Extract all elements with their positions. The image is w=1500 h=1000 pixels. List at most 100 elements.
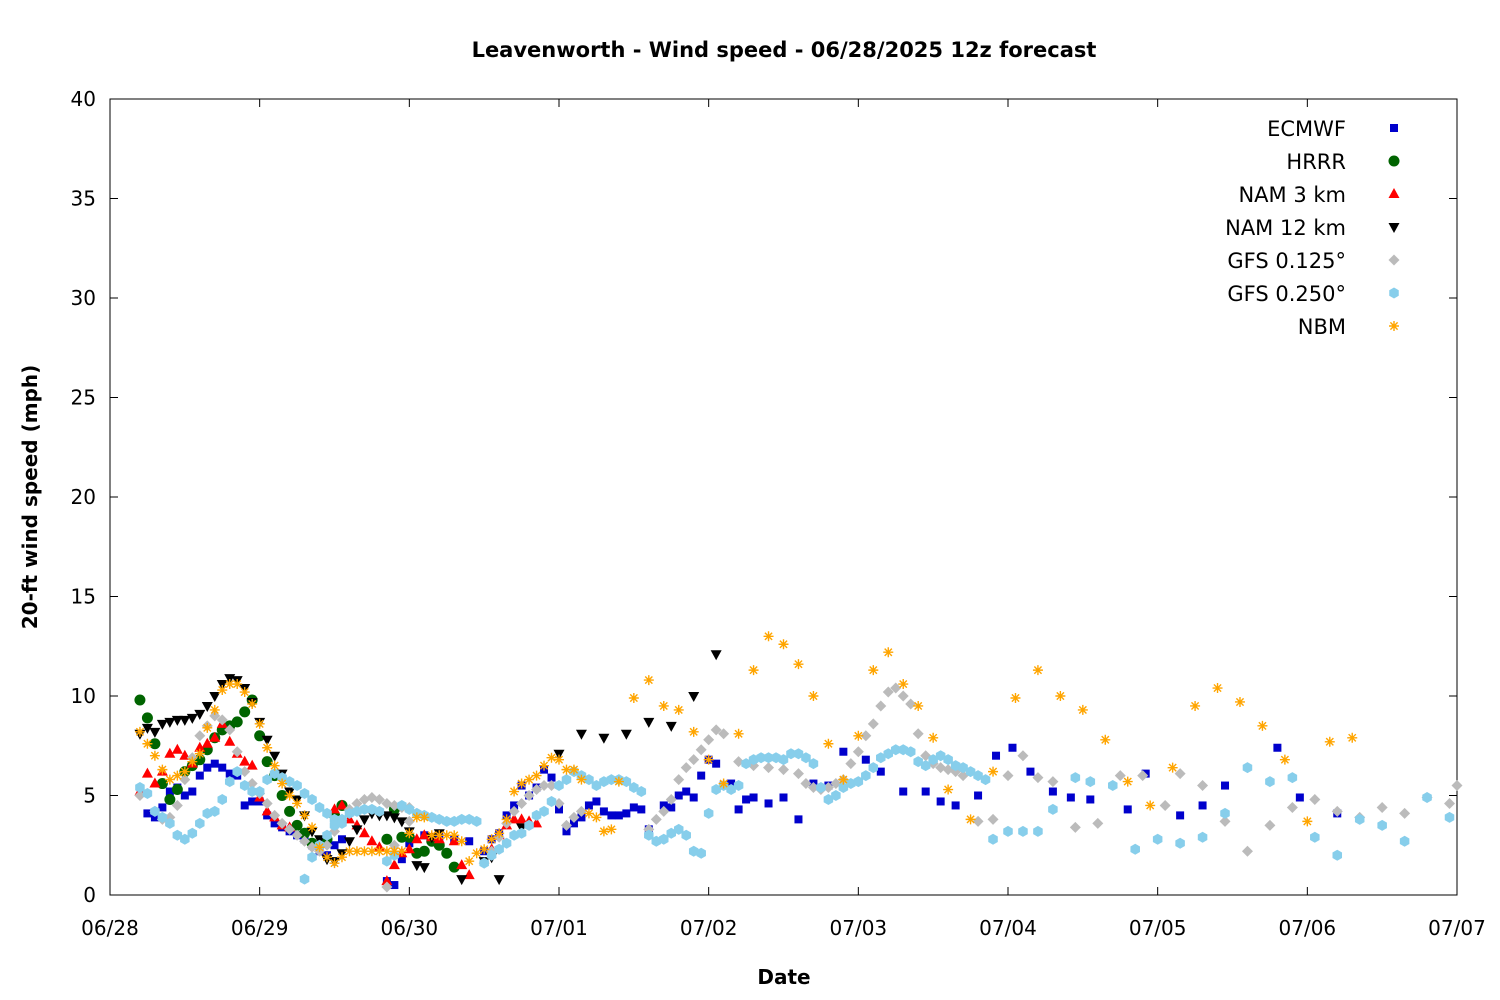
data-point: [231, 716, 243, 728]
data-point: [569, 819, 578, 828]
data-point: [1174, 768, 1186, 780]
data-point: [1422, 791, 1432, 803]
data-point: [441, 847, 453, 859]
data-point: [838, 782, 849, 794]
data-point: [742, 795, 751, 804]
data-point: [861, 755, 870, 764]
data-point: [980, 774, 991, 786]
data-point: [187, 756, 198, 767]
data-point: [644, 829, 654, 841]
y-tick-label: 15: [71, 585, 96, 609]
data-point: [1197, 780, 1209, 792]
data-point: [1010, 692, 1021, 703]
data-point: [756, 752, 766, 764]
data-point: [201, 737, 213, 748]
data-point: [141, 767, 153, 778]
data-point: [1175, 837, 1185, 849]
data-point: [464, 813, 474, 825]
y-tick-label: 10: [71, 684, 96, 708]
data-point: [165, 817, 175, 829]
data-point: [958, 762, 968, 774]
data-point: [366, 846, 377, 857]
data-point: [187, 827, 198, 839]
data-point: [1212, 683, 1223, 694]
data-point: [179, 774, 191, 786]
legend-label: NAM 3 km: [1238, 183, 1346, 207]
data-point: [629, 803, 638, 812]
data-point: [314, 842, 325, 853]
data-point: [554, 780, 564, 792]
data-point: [793, 659, 804, 670]
data-point: [524, 774, 535, 785]
data-point: [846, 778, 856, 790]
data-point: [239, 706, 251, 718]
data-point: [381, 881, 393, 893]
data-point: [555, 805, 563, 814]
data-point: [607, 811, 616, 820]
data-point: [1122, 776, 1133, 787]
data-point: [599, 807, 608, 816]
data-point: [1376, 801, 1388, 813]
data-point: [284, 776, 295, 788]
data-point: [269, 751, 281, 762]
data-point: [134, 726, 145, 737]
data-point: [1123, 805, 1132, 814]
data-point: [448, 861, 460, 873]
data-point: [1070, 772, 1081, 784]
data-point: [703, 807, 714, 819]
data-point: [463, 869, 475, 880]
data-point: [1279, 754, 1290, 765]
data-point: [711, 784, 721, 796]
data-point: [329, 858, 340, 869]
data-point: [494, 828, 505, 839]
data-point: [643, 717, 655, 728]
data-point: [426, 830, 437, 841]
data-point: [261, 805, 273, 816]
data-point: [179, 766, 190, 777]
data-point: [598, 826, 609, 837]
data-point: [1241, 845, 1253, 857]
data-point: [330, 841, 339, 850]
data-point: [666, 827, 677, 839]
data-point: [434, 830, 445, 841]
data-point: [516, 827, 527, 839]
data-point: [232, 679, 243, 690]
data-point: [217, 793, 228, 805]
data-point: [614, 811, 623, 820]
data-point: [831, 790, 841, 801]
data-point: [591, 780, 602, 792]
data-point: [157, 764, 168, 775]
data-point: [180, 833, 190, 845]
data-point: [1286, 801, 1298, 813]
data-point: [374, 805, 385, 817]
y-tick-label: 0: [83, 883, 96, 907]
data-point: [1354, 813, 1365, 825]
data-point: [217, 685, 228, 696]
data-point: [689, 793, 698, 802]
legend-marker: [1388, 223, 1400, 233]
data-point: [568, 811, 580, 823]
legend-label: NAM 12 km: [1225, 216, 1346, 240]
data-point: [868, 665, 879, 676]
data-point: [486, 834, 497, 845]
data-point: [682, 787, 691, 796]
data-point: [1220, 807, 1230, 819]
data-point: [899, 787, 908, 796]
data-point: [390, 881, 399, 890]
data-point: [307, 822, 318, 833]
data-point: [441, 830, 452, 841]
data-point: [201, 701, 213, 712]
data-point: [1347, 732, 1358, 743]
data-point: [965, 766, 976, 778]
data-point: [388, 813, 400, 824]
data-point: [276, 817, 288, 829]
data-point: [404, 828, 415, 839]
data-point: [800, 778, 812, 790]
data-point: [688, 726, 699, 737]
data-point: [247, 698, 258, 709]
data-point: [508, 813, 520, 824]
data-point: [1159, 799, 1171, 811]
data-point: [992, 751, 1001, 760]
data-point: [516, 778, 527, 789]
data-point: [224, 735, 236, 746]
